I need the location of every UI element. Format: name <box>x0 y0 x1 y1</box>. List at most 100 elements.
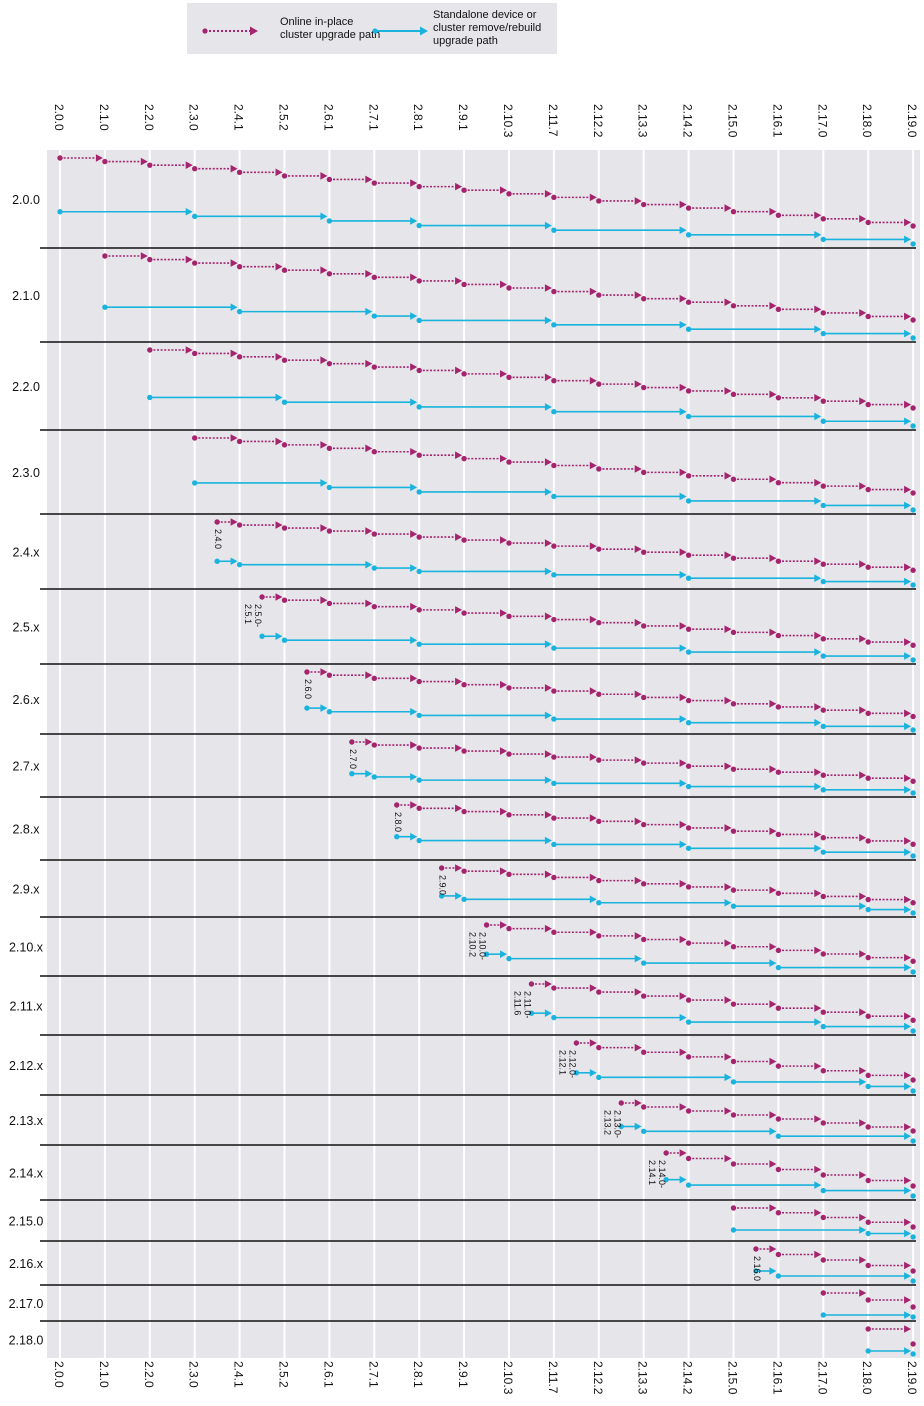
inplace-arrow-head <box>365 359 373 368</box>
inplace-arrow-head <box>634 988 642 996</box>
standalone-end-node <box>910 1193 916 1199</box>
inplace-node <box>820 483 826 489</box>
inplace-end-node <box>910 1268 916 1274</box>
bottom-axis-label: 2.14.2 <box>681 1361 695 1395</box>
standalone-arrow-head <box>859 1226 867 1234</box>
legend: Online in-place cluster upgrade path Sta… <box>187 3 557 54</box>
version-range-note-line: 2.9.0 <box>438 875 448 895</box>
inplace-arrow-head <box>544 980 552 988</box>
inplace-node <box>281 442 288 448</box>
inplace-arrow-head <box>275 168 283 177</box>
inplace-arrow-head <box>724 824 732 832</box>
inplace-arrow-head <box>904 1218 912 1227</box>
inplace-end-node <box>910 1077 916 1083</box>
standalone-arrow-head <box>814 412 822 421</box>
standalone-arrow-head <box>410 217 418 225</box>
inplace-node <box>551 288 557 295</box>
inplace-node <box>865 838 871 844</box>
standalone-node <box>641 960 647 966</box>
top-axis-label: 2.0.0 <box>52 104 66 131</box>
inplace-arrow-head <box>589 928 597 937</box>
inplace-node <box>730 1001 737 1007</box>
inplace-arrow-head <box>814 305 822 314</box>
standalone-node <box>820 723 826 730</box>
inplace-arrow-head <box>904 563 912 572</box>
standalone-node <box>685 498 692 504</box>
standalone-arrow-head <box>410 636 418 645</box>
inplace-arrow-head <box>544 684 552 692</box>
bottom-axis-label: 2.3.0 <box>187 1361 201 1388</box>
inplace-node <box>865 401 871 408</box>
standalone-arrow-head <box>544 711 552 720</box>
inplace-node <box>820 310 826 316</box>
inplace-arrow-head <box>814 478 822 487</box>
inplace-node <box>236 169 243 176</box>
inplace-node <box>461 682 467 688</box>
inplace-node <box>506 871 512 878</box>
inplace-node <box>147 162 153 168</box>
version-range-note-line: 2.13.0- <box>612 1110 622 1138</box>
inplace-arrow-head <box>859 771 867 780</box>
inplace-arrow-head <box>500 921 507 929</box>
inplace-node <box>730 766 737 772</box>
standalone-node <box>685 1182 692 1188</box>
standalone-arrow-head <box>544 567 552 576</box>
inplace-node <box>461 610 467 616</box>
standalone-node <box>820 418 826 424</box>
standalone-end-node <box>910 335 916 341</box>
standalone-arrow-head <box>275 393 283 402</box>
inplace-arrow-head <box>410 363 418 371</box>
standalone-node <box>326 484 333 491</box>
inplace-arrow-head <box>769 1160 777 1168</box>
inplace-arrow-head <box>544 612 552 621</box>
inplace-node <box>775 769 782 775</box>
inplace-node <box>775 1005 782 1011</box>
inplace-arrow-head <box>814 1004 822 1012</box>
inplace-arrow-head <box>814 703 822 711</box>
inplace-arrow-head <box>679 1149 687 1157</box>
standalone-node <box>685 575 692 581</box>
standalone-arrow-head <box>904 329 912 338</box>
inplace-arrow-head <box>769 475 777 484</box>
inplace-arrow-head <box>904 1176 912 1185</box>
inplace-arrow-head <box>814 768 822 776</box>
standalone-legend-label: Standalone device or cluster remove/rebu… <box>433 9 542 47</box>
inplace-arrow-head <box>634 291 642 299</box>
inplace-node <box>730 1161 737 1167</box>
standalone-node <box>214 558 220 564</box>
inplace-arrow-head <box>679 879 687 888</box>
inplace-node <box>551 543 557 549</box>
standalone-arrow-head <box>904 1132 912 1140</box>
inplace-node <box>102 253 108 259</box>
row-label: 2.11.x <box>9 1000 43 1014</box>
inplace-arrow-head <box>859 215 867 223</box>
standalone-node <box>236 561 243 568</box>
top-axis-label: 2.16.1 <box>770 104 784 138</box>
standalone-node <box>685 649 692 655</box>
standalone-arrow-head <box>769 959 777 967</box>
inplace-arrow-head <box>904 218 912 227</box>
bottom-axis-label: 2.2.0 <box>142 1361 156 1388</box>
standalone-end-node <box>910 507 916 513</box>
inplace-node <box>192 166 198 172</box>
inplace-arrow-head <box>589 461 597 470</box>
inplace-arrow-head <box>455 744 463 752</box>
standalone-node <box>730 1227 737 1233</box>
inplace-node <box>865 954 871 961</box>
inplace-arrow-head <box>185 255 193 264</box>
inplace-node <box>775 306 782 313</box>
inplace-node <box>730 629 737 636</box>
inplace-node <box>483 922 490 928</box>
inplace-arrow-head <box>500 867 507 875</box>
standalone-node <box>865 1083 871 1090</box>
inplace-arrow-head <box>230 259 238 267</box>
inplace-node <box>102 158 108 165</box>
standalone-node <box>685 1019 692 1025</box>
standalone-end-node <box>910 1138 916 1144</box>
inplace-node <box>641 993 647 999</box>
top-axis-label: 2.6.1 <box>321 104 335 131</box>
inplace-arrow-head <box>769 554 777 562</box>
standalone-node <box>259 633 265 639</box>
inplace-arrow-head <box>320 266 328 275</box>
standalone-node <box>551 572 557 578</box>
